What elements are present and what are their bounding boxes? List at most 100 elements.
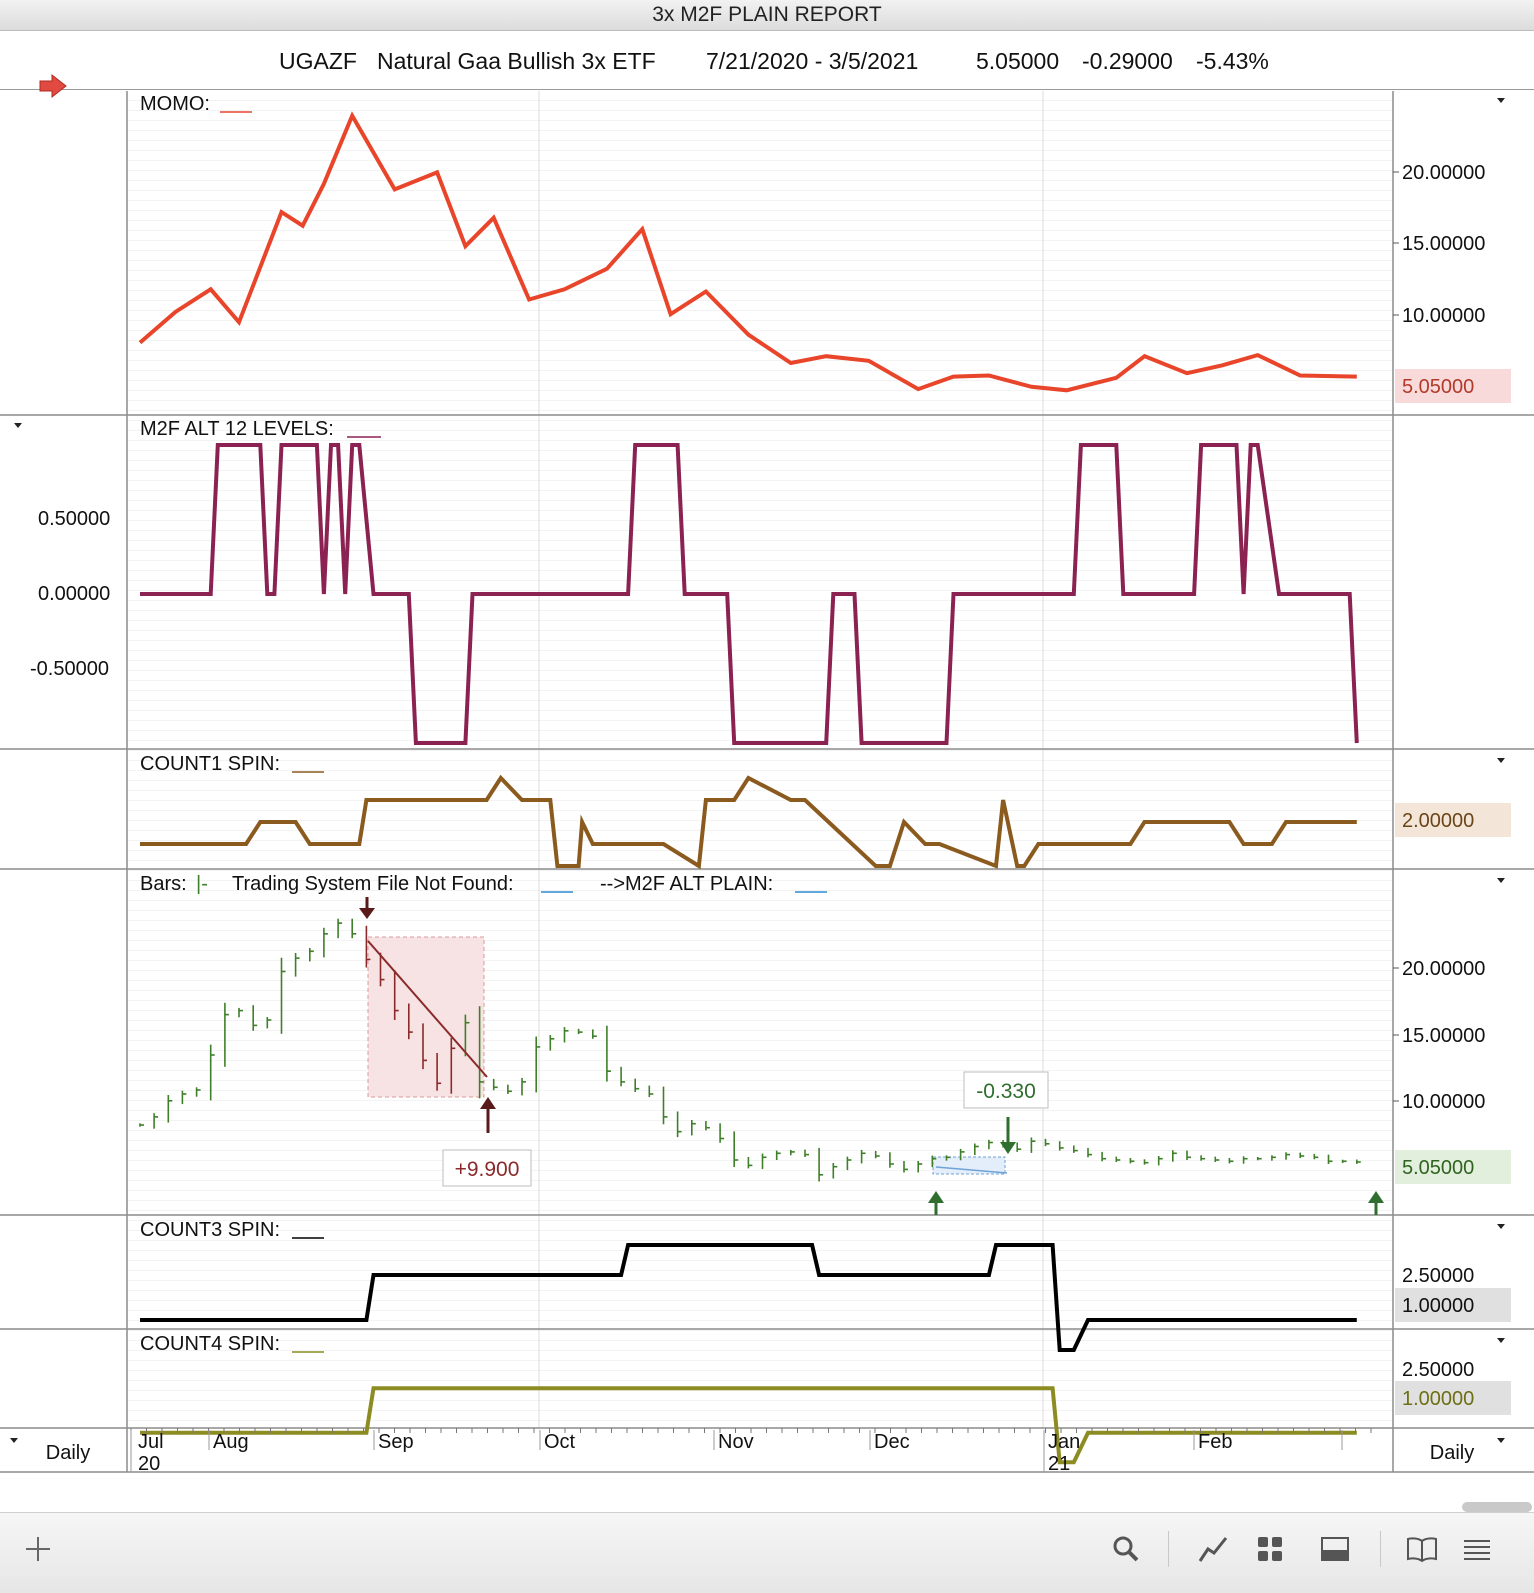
price-bar xyxy=(308,948,314,962)
symbol-text: UGAZF xyxy=(279,48,357,74)
price-bar xyxy=(719,1123,725,1143)
plus-icon[interactable] xyxy=(24,1535,52,1567)
price-bar xyxy=(563,1027,569,1043)
panel-icon[interactable] xyxy=(1320,1535,1350,1567)
price-bar xyxy=(705,1121,710,1131)
menu-icon[interactable] xyxy=(1462,1535,1492,1567)
momo-current-value: 5.05000 xyxy=(1402,376,1474,398)
count3-current-value: 1.00000 xyxy=(1402,1295,1474,1317)
period-left-menu-icon[interactable] xyxy=(10,1438,18,1443)
bars-current-badge xyxy=(1395,1150,1511,1184)
count1-line xyxy=(140,774,1357,870)
price-bar xyxy=(860,1149,866,1164)
price-bar xyxy=(889,1152,894,1168)
bars-tick-2: 10.00000 xyxy=(1402,1091,1485,1113)
price-bar xyxy=(1129,1158,1135,1164)
bars-tick-0: 20.00000 xyxy=(1402,958,1485,980)
symbol-name: Natural Gaa Bullish 3x ETF xyxy=(377,48,656,74)
arrow-icon[interactable] xyxy=(12,45,68,133)
price-change: -0.29000 xyxy=(1082,48,1173,74)
year-label-21: 21 xyxy=(1048,1453,1070,1475)
panel-frame xyxy=(0,91,1534,1473)
book-icon[interactable] xyxy=(1406,1535,1438,1567)
count3-menu-icon[interactable] xyxy=(1497,1224,1505,1229)
period-right-menu-icon[interactable] xyxy=(1497,1438,1505,1443)
price-bar xyxy=(591,1029,597,1039)
momo-line xyxy=(138,111,1357,393)
price-bar xyxy=(1101,1151,1107,1162)
price-bar xyxy=(818,1147,824,1182)
price-bar xyxy=(945,1155,951,1161)
trade-zone-box-small xyxy=(932,1156,1006,1175)
price-bar xyxy=(1299,1152,1305,1158)
price-bar xyxy=(224,1002,229,1067)
price-bar xyxy=(747,1157,753,1169)
period-right[interactable]: Daily xyxy=(1430,1442,1474,1464)
price-bar xyxy=(1073,1145,1078,1153)
price-bar xyxy=(620,1066,626,1087)
horizontal-scrollbar[interactable] xyxy=(1462,1502,1532,1512)
price-bar xyxy=(266,1017,272,1029)
price-bar xyxy=(1016,1142,1022,1152)
price-bar xyxy=(1228,1158,1234,1164)
x-axis-ticks xyxy=(130,1428,1372,1433)
count1-current-badge xyxy=(1395,803,1511,837)
price-bar xyxy=(252,1005,258,1031)
price-bar xyxy=(464,1014,470,1057)
price-bar xyxy=(959,1148,965,1161)
count3-label: COUNT3 SPIN: xyxy=(140,1219,280,1241)
bars-menu-icon[interactable] xyxy=(1497,878,1505,883)
count4-menu-icon[interactable] xyxy=(1497,1338,1505,1343)
momo-label: MOMO: xyxy=(140,93,210,115)
last-price: 5.05000 xyxy=(976,48,1060,74)
price-bar xyxy=(1200,1155,1206,1161)
count4-label: COUNT4 SPIN: xyxy=(140,1333,280,1355)
month-label-aug: Aug xyxy=(213,1431,249,1453)
price-bar xyxy=(648,1085,654,1098)
price-bar xyxy=(393,970,399,1020)
count4-tick-0: 2.50000 xyxy=(1402,1359,1474,1381)
price-bar xyxy=(181,1090,187,1105)
period-left[interactable]: Daily xyxy=(46,1442,90,1464)
price-bar xyxy=(351,918,357,939)
price-bar xyxy=(1327,1154,1333,1164)
month-label-sep: Sep xyxy=(378,1431,414,1453)
chart-area[interactable]: MOMO: M2F ALT 12 LEVELS: COUNT1 SPIN: Ba… xyxy=(0,90,1534,1480)
search-icon[interactable] xyxy=(1112,1535,1140,1567)
price-bar xyxy=(917,1161,923,1173)
count4-line xyxy=(140,1386,1357,1465)
price-bar xyxy=(1058,1141,1064,1151)
price-bar xyxy=(1285,1152,1290,1160)
line-chart-icon[interactable] xyxy=(1198,1535,1228,1567)
price-bar xyxy=(521,1077,526,1096)
price-bar xyxy=(606,1025,611,1082)
price-bar xyxy=(549,1035,555,1051)
price-bar xyxy=(761,1153,767,1170)
bars-tick-1: 15.00000 xyxy=(1402,1025,1485,1047)
price-bar xyxy=(535,1036,541,1093)
price-bar xyxy=(1172,1150,1177,1162)
price-bar xyxy=(294,953,300,977)
date-range: 7/21/2020 - 3/5/2021 xyxy=(706,48,919,74)
price-bar xyxy=(634,1078,640,1092)
price-bar xyxy=(167,1095,173,1123)
trading-system-label: Trading System File Not Found: xyxy=(232,873,514,895)
price-bar xyxy=(407,1003,413,1040)
count1-plot-bg xyxy=(128,750,1393,869)
count4-current-badge xyxy=(1395,1381,1511,1415)
grid-icon[interactable] xyxy=(1256,1535,1284,1567)
price-bar xyxy=(153,1113,159,1129)
symbol-header: UGAZF Natural Gaa Bullish 3x ETF 7/21/20… xyxy=(0,31,1534,99)
momo-menu-icon[interactable] xyxy=(1497,98,1505,103)
count3-series xyxy=(140,1243,1357,1352)
count3-tick-0: 2.50000 xyxy=(1402,1265,1474,1287)
momo-series xyxy=(138,111,1357,393)
count1-menu-icon[interactable] xyxy=(1497,758,1505,763)
exit-arrow-icon xyxy=(1000,1117,1016,1154)
month-gridlines xyxy=(538,91,1044,1428)
levels-menu-icon[interactable] xyxy=(14,423,22,428)
price-bar xyxy=(1030,1137,1036,1153)
price-bar xyxy=(365,925,371,968)
buy-arrow-icon xyxy=(928,1191,944,1215)
price-bar xyxy=(280,957,286,1034)
